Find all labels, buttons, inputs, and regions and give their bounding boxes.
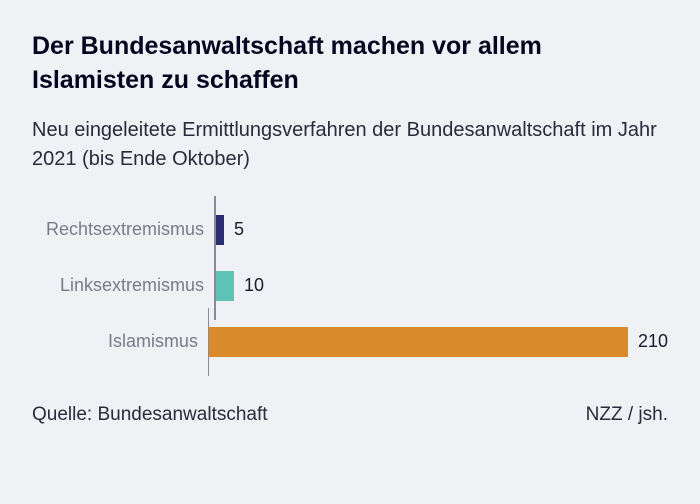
chart-title: Der Bundesanwaltschaft machen vor allem …	[32, 30, 668, 98]
bar-chart: Rechtsextremismus 5 Linksextremismus 10 …	[32, 202, 668, 370]
bar-track: 5	[214, 202, 668, 258]
y-axis-line	[208, 308, 210, 376]
bar-value: 10	[244, 275, 264, 296]
bar	[208, 327, 628, 357]
bar-value: 5	[234, 219, 244, 240]
bar-track: 210	[208, 314, 668, 370]
y-axis-line	[214, 252, 216, 320]
chart-subtitle: Neu eingeleitete Ermittlungsverfahren de…	[32, 116, 668, 174]
bar	[214, 215, 224, 245]
category-label: Rechtsextremismus	[32, 219, 214, 240]
bar	[214, 271, 234, 301]
bar-track: 10	[214, 258, 668, 314]
category-label: Linksextremismus	[32, 275, 214, 296]
source-text: Quelle: Bundesanwaltschaft	[32, 404, 268, 426]
bar-row: Rechtsextremismus 5	[32, 202, 668, 258]
bar-row: Linksextremismus 10	[32, 258, 668, 314]
credit-text: NZZ / jsh.	[586, 404, 668, 426]
bar-row: Islamismus 210	[32, 314, 668, 370]
category-label: Islamismus	[32, 331, 208, 352]
bar-value: 210	[638, 331, 668, 352]
chart-footer: Quelle: Bundesanwaltschaft NZZ / jsh.	[32, 404, 668, 426]
